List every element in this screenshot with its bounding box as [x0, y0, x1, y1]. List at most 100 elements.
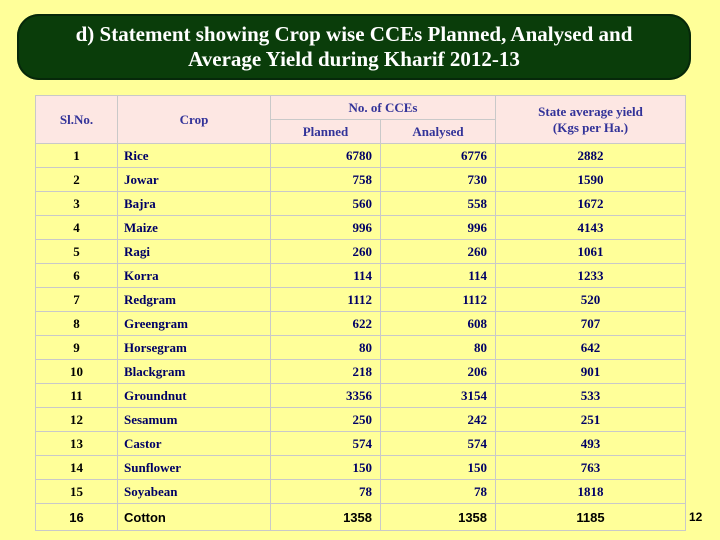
cell-sl-no: 11: [35, 383, 118, 408]
cell-sl-no: 16: [35, 503, 118, 531]
cell-planned: 150: [270, 455, 381, 480]
cell-sl-no: 1: [35, 143, 118, 168]
cell-analysed: 574: [379, 431, 497, 456]
table-row: 14 Sunflower 150 150 763: [35, 455, 687, 480]
cell-crop: Rice: [117, 143, 271, 168]
cell-analysed: 114: [379, 263, 497, 288]
cell-analysed: 260: [379, 239, 497, 264]
table-row: 16 Cotton 1358 1358 1185: [35, 503, 687, 531]
table-row: 4 Maize 996 996 4143: [35, 215, 687, 240]
header-analysed: Analysed: [379, 119, 497, 144]
cell-avg-yield: 707: [495, 311, 687, 336]
cell-crop: Cotton: [117, 503, 271, 531]
table-row: 13 Castor 574 574 493: [35, 431, 687, 456]
cell-sl-no: 8: [35, 311, 118, 336]
page-number: 12: [689, 510, 703, 524]
cell-sl-no: 7: [35, 287, 118, 312]
title-line-2: Average Yield during Kharif 2012-13: [188, 47, 520, 71]
cell-analysed: 6776: [379, 143, 497, 168]
cell-planned: 250: [270, 407, 381, 432]
cell-avg-yield: 1185: [495, 503, 687, 531]
cell-avg-yield: 1818: [495, 479, 687, 504]
cell-sl-no: 14: [35, 455, 118, 480]
table-row: 7 Redgram 1112 1112 520: [35, 287, 687, 312]
cell-avg-yield: 1672: [495, 191, 687, 216]
cell-planned: 6780: [270, 143, 381, 168]
cell-crop: Sunflower: [117, 455, 271, 480]
table-row: 10 Blackgram 218 206 901: [35, 359, 687, 384]
cell-crop: Jowar: [117, 167, 271, 192]
cell-planned: 560: [270, 191, 381, 216]
cell-sl-no: 5: [35, 239, 118, 264]
header-no-of-cces: No. of CCEs: [269, 95, 497, 120]
header-planned: Planned: [270, 119, 381, 144]
cell-analysed: 558: [379, 191, 497, 216]
cell-crop: Groundnut: [117, 383, 271, 408]
cell-avg-yield: 901: [495, 359, 687, 384]
cell-planned: 3356: [270, 383, 381, 408]
cell-analysed: 150: [379, 455, 497, 480]
table-row: 9 Horsegram 80 80 642: [35, 335, 687, 360]
cell-avg-yield: 1061: [495, 239, 687, 264]
crop-cce-table: Sl.No. Crop No. of CCEs State average yi…: [35, 95, 687, 531]
table-row: 1 Rice 6780 6776 2882: [35, 143, 687, 168]
cell-analysed: 78: [379, 479, 497, 504]
cell-planned: 80: [270, 335, 381, 360]
cell-crop: Greengram: [117, 311, 271, 336]
cell-crop: Ragi: [117, 239, 271, 264]
cell-planned: 1112: [270, 287, 381, 312]
cell-analysed: 242: [379, 407, 497, 432]
cell-planned: 996: [270, 215, 381, 240]
cell-avg-yield: 2882: [495, 143, 687, 168]
cell-sl-no: 12: [35, 407, 118, 432]
table-row: 12 Sesamum 250 242 251: [35, 407, 687, 432]
header-sl-no: Sl.No.: [35, 95, 118, 144]
table-row: 15 Soyabean 78 78 1818: [35, 479, 687, 504]
cell-avg-yield: 493: [495, 431, 687, 456]
table-row: 8 Greengram 622 608 707: [35, 311, 687, 336]
cell-sl-no: 2: [35, 167, 118, 192]
cell-avg-yield: 251: [495, 407, 687, 432]
cell-avg-yield: 533: [495, 383, 687, 408]
table-row: 5 Ragi 260 260 1061: [35, 239, 687, 264]
cell-sl-no: 4: [35, 215, 118, 240]
cell-planned: 1358: [270, 503, 381, 531]
cell-planned: 622: [270, 311, 381, 336]
cell-crop: Maize: [117, 215, 271, 240]
cell-avg-yield: 4143: [495, 215, 687, 240]
cell-analysed: 730: [379, 167, 497, 192]
cell-sl-no: 15: [35, 479, 118, 504]
cell-crop: Blackgram: [117, 359, 271, 384]
cell-planned: 574: [270, 431, 381, 456]
header-crop: Crop: [117, 95, 271, 144]
table-row: 6 Korra 114 114 1233: [35, 263, 687, 288]
table-row: 2 Jowar 758 730 1590: [35, 167, 687, 192]
cell-crop: Korra: [117, 263, 271, 288]
cell-analysed: 80: [379, 335, 497, 360]
cell-analysed: 1112: [379, 287, 497, 312]
cell-sl-no: 3: [35, 191, 118, 216]
cell-crop: Sesamum: [117, 407, 271, 432]
cell-crop: Horsegram: [117, 335, 271, 360]
cell-planned: 758: [270, 167, 381, 192]
header-avg-yield: State average yield (Kgs per Ha.): [495, 95, 687, 144]
header-avg-yield-line2: (Kgs per Ha.): [552, 119, 629, 135]
cell-sl-no: 13: [35, 431, 118, 456]
cell-analysed: 996: [379, 215, 497, 240]
cell-analysed: 1358: [379, 503, 497, 531]
cell-analysed: 206: [379, 359, 497, 384]
cell-crop: Redgram: [117, 287, 271, 312]
table-header: Sl.No. Crop No. of CCEs State average yi…: [35, 95, 687, 144]
cell-avg-yield: 763: [495, 455, 687, 480]
cell-planned: 78: [270, 479, 381, 504]
cell-sl-no: 9: [35, 335, 118, 360]
header-avg-yield-line1: State average yield: [538, 103, 643, 119]
cell-avg-yield: 1233: [495, 263, 687, 288]
cell-planned: 218: [270, 359, 381, 384]
cell-sl-no: 6: [35, 263, 118, 288]
cell-planned: 260: [270, 239, 381, 264]
table-row: 11 Groundnut 3356 3154 533: [35, 383, 687, 408]
cell-avg-yield: 1590: [495, 167, 687, 192]
slide-title: d) Statement showing Crop wise CCEs Plan…: [17, 14, 691, 80]
title-line-1: d) Statement showing Crop wise CCEs Plan…: [75, 22, 633, 46]
